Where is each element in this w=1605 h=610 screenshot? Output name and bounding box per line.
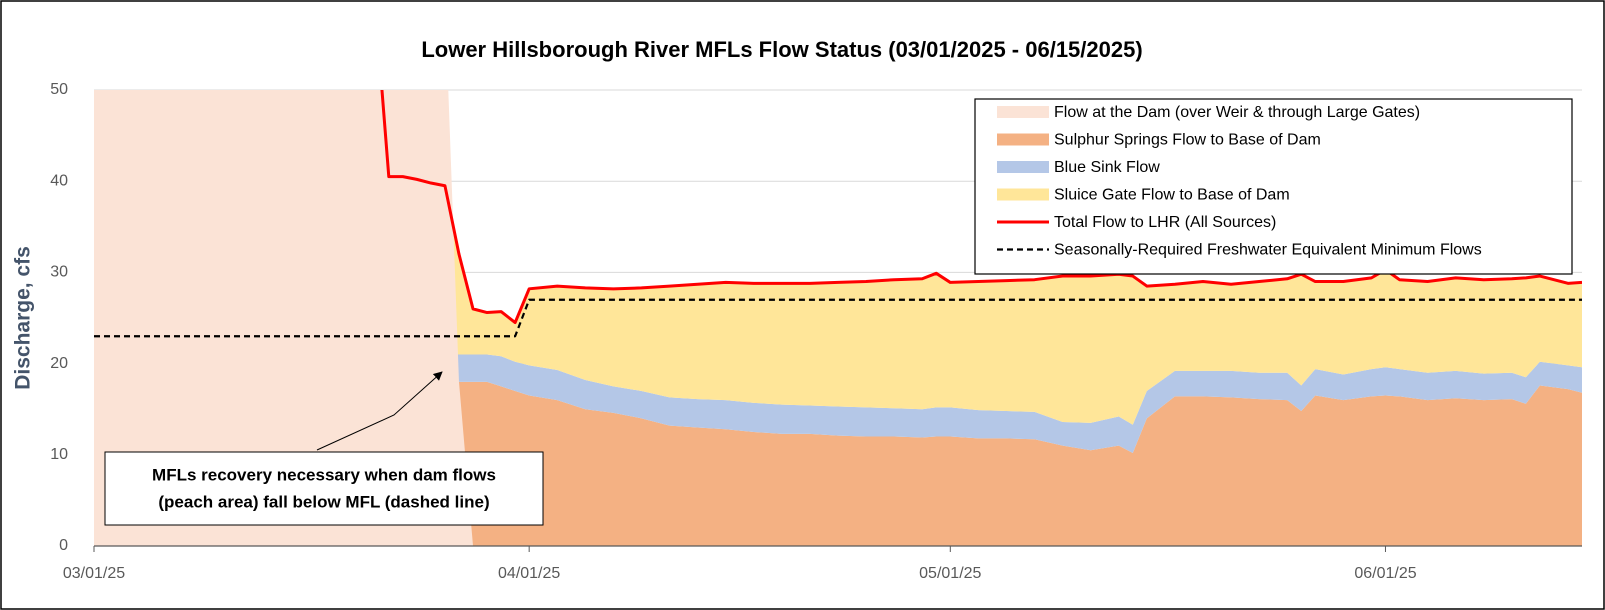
x-tick-label: 04/01/25 (498, 565, 560, 582)
legend-box (974, 98, 1573, 275)
annotation-text: MFLs recovery necessary when dam flows (152, 465, 496, 484)
y-axis-label: Discharge, cfs (12, 246, 35, 390)
area (94, 354, 1582, 453)
annotation-box (104, 451, 544, 526)
legend-swatch (997, 188, 1049, 201)
legend-swatch (997, 161, 1049, 173)
legend-swatch (997, 106, 1049, 118)
legend-label: Seasonally-Required Freshwater Equivalen… (1054, 242, 1482, 259)
legend-label: Blue Sink Flow (1054, 159, 1160, 176)
y-tick-label: 10 (50, 446, 68, 463)
legend-label: Sluice Gate Flow to Base of Dam (1054, 187, 1290, 204)
annotation-text: (peach area) fall below MFL (dashed line… (158, 492, 489, 511)
annotation-arrow (316, 371, 443, 451)
chart-title: Lower Hillsborough River MFLs Flow Statu… (421, 37, 1142, 62)
y-tick-label: 30 (50, 264, 68, 281)
y-tick-label: 50 (50, 81, 68, 98)
line (94, 298, 1582, 338)
legend-swatch (997, 133, 1049, 146)
x-tick-label: 03/01/25 (63, 565, 125, 582)
legend-label: Total Flow to LHR (All Sources) (1054, 214, 1276, 231)
y-tick-label: 20 (50, 355, 68, 372)
area (94, 90, 1582, 425)
axes: 0 10 20 30 40 50 03/01/25 04/01/25 05/01/25 06/01… (50, 81, 1582, 582)
legend-label: Flow at the Dam (over Weir & through Lar… (1054, 104, 1420, 121)
legend: Flow at the Dam (over Weir & through Lar… (974, 98, 1573, 275)
legend-label: Sulphur Springs Flow to Base of Dam (1054, 132, 1321, 149)
annotation: MFLs recovery necessary when dam flows (… (104, 371, 544, 526)
y-tick-label: 0 (59, 537, 68, 554)
x-tick-label: 05/01/25 (919, 565, 981, 582)
y-tick-label: 40 (50, 172, 68, 189)
x-tick-label: 06/01/25 (1354, 565, 1416, 582)
